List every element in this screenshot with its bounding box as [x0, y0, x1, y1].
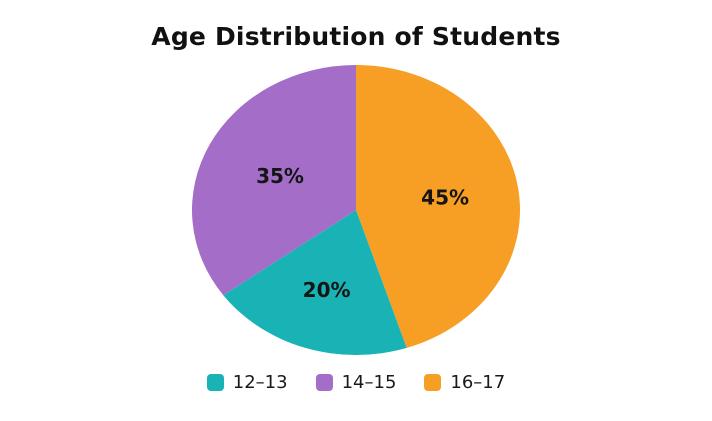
legend-label-16-17: 16–17: [450, 372, 506, 393]
legend-item-16-17: 16–17: [424, 372, 505, 393]
slice-label-12-13: 20%: [303, 278, 351, 302]
legend-label-12-13: 12–13: [232, 372, 288, 393]
legend-swatch-12-13: [206, 374, 224, 391]
slice-label-14-15: 35%: [256, 164, 304, 188]
legend-item-14-15: 14–15: [315, 372, 397, 393]
legend: 12–13 14–15 16–17: [0, 372, 712, 393]
legend-swatch-16-17: [424, 374, 442, 391]
pie-slice-16-17: [356, 65, 520, 348]
slice-label-16-17: 45%: [421, 186, 469, 210]
chart-title: Age Distribution of Students: [151, 22, 561, 51]
legend-label-14-15: 14–15: [341, 372, 397, 393]
pie-slice-12-13: [223, 210, 407, 355]
legend-item-12-13: 12–13: [206, 372, 288, 393]
legend-swatch-14-15: [315, 374, 333, 391]
pie-slice-14-15: [191, 64, 356, 296]
